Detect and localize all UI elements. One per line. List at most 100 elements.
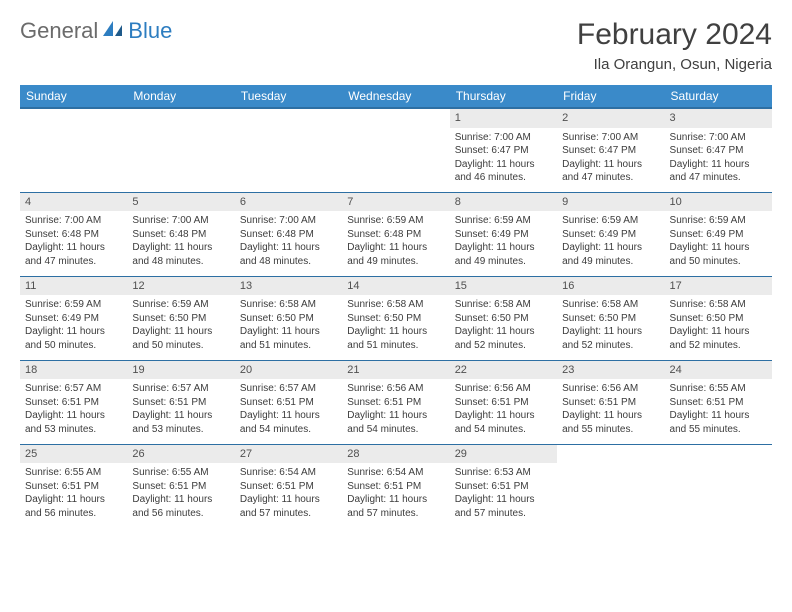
day-number: 29 (450, 445, 557, 464)
calendar-cell: 14Sunrise: 6:58 AMSunset: 6:50 PMDayligh… (342, 276, 449, 360)
sunrise-text: Sunrise: 6:59 AM (25, 298, 122, 312)
day-number: 24 (665, 361, 772, 380)
calendar-cell (20, 108, 127, 192)
daylight-text: and 46 minutes. (455, 171, 552, 185)
sunrise-text: Sunrise: 7:00 AM (562, 131, 659, 145)
daylight-text: and 52 minutes. (562, 339, 659, 353)
daylight-text: Daylight: 11 hours (240, 493, 337, 507)
calendar-cell: 4Sunrise: 7:00 AMSunset: 6:48 PMDaylight… (20, 192, 127, 276)
day-number: 20 (235, 361, 342, 380)
page-header: General Blue February 2024 Ila Orangun, … (20, 18, 772, 73)
daylight-text: and 50 minutes. (132, 339, 229, 353)
sunset-text: Sunset: 6:48 PM (240, 228, 337, 242)
day-number: 8 (450, 193, 557, 212)
day-number (557, 445, 664, 464)
sunset-text: Sunset: 6:47 PM (670, 144, 767, 158)
calendar-cell: 28Sunrise: 6:54 AMSunset: 6:51 PMDayligh… (342, 444, 449, 528)
day-number: 19 (127, 361, 234, 380)
weekday-thu: Thursday (450, 85, 557, 108)
month-title: February 2024 (577, 18, 772, 52)
sunset-text: Sunset: 6:51 PM (347, 396, 444, 410)
day-number: 22 (450, 361, 557, 380)
daylight-text: Daylight: 11 hours (25, 241, 122, 255)
day-number: 26 (127, 445, 234, 464)
daylight-text: and 53 minutes. (25, 423, 122, 437)
day-number (20, 109, 127, 128)
daylight-text: Daylight: 11 hours (455, 493, 552, 507)
sunset-text: Sunset: 6:51 PM (132, 396, 229, 410)
calendar-cell: 12Sunrise: 6:59 AMSunset: 6:50 PMDayligh… (127, 276, 234, 360)
calendar-cell (557, 444, 664, 528)
daylight-text: Daylight: 11 hours (670, 325, 767, 339)
day-number: 9 (557, 193, 664, 212)
weekday-wed: Wednesday (342, 85, 449, 108)
day-number: 7 (342, 193, 449, 212)
day-number: 13 (235, 277, 342, 296)
calendar-cell: 19Sunrise: 6:57 AMSunset: 6:51 PMDayligh… (127, 360, 234, 444)
day-number: 2 (557, 109, 664, 128)
day-number (665, 445, 772, 464)
sunrise-text: Sunrise: 6:58 AM (455, 298, 552, 312)
day-number: 15 (450, 277, 557, 296)
daylight-text: and 47 minutes. (562, 171, 659, 185)
day-number (127, 109, 234, 128)
calendar-cell: 23Sunrise: 6:56 AMSunset: 6:51 PMDayligh… (557, 360, 664, 444)
daylight-text: Daylight: 11 hours (670, 409, 767, 423)
sunrise-text: Sunrise: 6:56 AM (562, 382, 659, 396)
daylight-text: and 54 minutes. (347, 423, 444, 437)
day-number: 10 (665, 193, 772, 212)
daylight-text: and 54 minutes. (455, 423, 552, 437)
daylight-text: and 51 minutes. (347, 339, 444, 353)
sunset-text: Sunset: 6:47 PM (562, 144, 659, 158)
daylight-text: and 51 minutes. (240, 339, 337, 353)
daylight-text: and 56 minutes. (132, 507, 229, 521)
calendar-cell: 15Sunrise: 6:58 AMSunset: 6:50 PMDayligh… (450, 276, 557, 360)
sunrise-text: Sunrise: 6:59 AM (562, 214, 659, 228)
sunset-text: Sunset: 6:51 PM (240, 396, 337, 410)
day-number: 6 (235, 193, 342, 212)
sunrise-text: Sunrise: 6:59 AM (670, 214, 767, 228)
daylight-text: and 54 minutes. (240, 423, 337, 437)
daylight-text: and 56 minutes. (25, 507, 122, 521)
daylight-text: Daylight: 11 hours (562, 409, 659, 423)
calendar-cell: 2Sunrise: 7:00 AMSunset: 6:47 PMDaylight… (557, 108, 664, 192)
calendar-table: Sunday Monday Tuesday Wednesday Thursday… (20, 85, 772, 528)
daylight-text: Daylight: 11 hours (455, 325, 552, 339)
sunset-text: Sunset: 6:47 PM (455, 144, 552, 158)
daylight-text: and 49 minutes. (562, 255, 659, 269)
daylight-text: and 52 minutes. (455, 339, 552, 353)
daylight-text: Daylight: 11 hours (670, 241, 767, 255)
calendar-cell: 20Sunrise: 6:57 AMSunset: 6:51 PMDayligh… (235, 360, 342, 444)
day-number: 11 (20, 277, 127, 296)
calendar-cell: 21Sunrise: 6:56 AMSunset: 6:51 PMDayligh… (342, 360, 449, 444)
calendar-body: 1Sunrise: 7:00 AMSunset: 6:47 PMDaylight… (20, 108, 772, 528)
daylight-text: and 52 minutes. (670, 339, 767, 353)
sunset-text: Sunset: 6:48 PM (25, 228, 122, 242)
calendar-row: 18Sunrise: 6:57 AMSunset: 6:51 PMDayligh… (20, 360, 772, 444)
daylight-text: and 49 minutes. (347, 255, 444, 269)
logo-text-general: General (20, 18, 98, 44)
sunrise-text: Sunrise: 6:59 AM (455, 214, 552, 228)
sunrise-text: Sunrise: 6:58 AM (562, 298, 659, 312)
daylight-text: and 49 minutes. (455, 255, 552, 269)
sunrise-text: Sunrise: 7:00 AM (132, 214, 229, 228)
daylight-text: and 57 minutes. (455, 507, 552, 521)
logo-text-blue: Blue (128, 18, 172, 44)
calendar-row: 25Sunrise: 6:55 AMSunset: 6:51 PMDayligh… (20, 444, 772, 528)
day-number: 1 (450, 109, 557, 128)
sunset-text: Sunset: 6:50 PM (347, 312, 444, 326)
day-number: 12 (127, 277, 234, 296)
weekday-fri: Friday (557, 85, 664, 108)
daylight-text: Daylight: 11 hours (562, 325, 659, 339)
calendar-cell: 13Sunrise: 6:58 AMSunset: 6:50 PMDayligh… (235, 276, 342, 360)
daylight-text: Daylight: 11 hours (455, 241, 552, 255)
sunrise-text: Sunrise: 6:55 AM (25, 466, 122, 480)
day-number: 4 (20, 193, 127, 212)
day-number: 3 (665, 109, 772, 128)
day-number: 14 (342, 277, 449, 296)
calendar-cell: 24Sunrise: 6:55 AMSunset: 6:51 PMDayligh… (665, 360, 772, 444)
weekday-tue: Tuesday (235, 85, 342, 108)
weekday-header-row: Sunday Monday Tuesday Wednesday Thursday… (20, 85, 772, 108)
sunrise-text: Sunrise: 6:57 AM (240, 382, 337, 396)
day-number: 23 (557, 361, 664, 380)
